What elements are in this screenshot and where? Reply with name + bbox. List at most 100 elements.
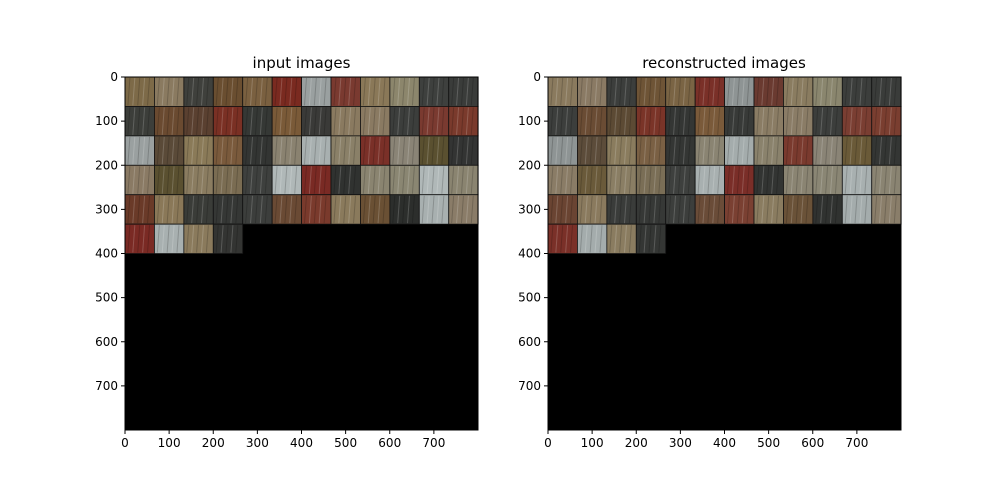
tile-texture-stripe	[397, 195, 401, 224]
tile-texture-stripe	[264, 136, 268, 165]
tile-texture	[303, 136, 327, 165]
tile-texture-stripe	[333, 77, 337, 106]
tile-texture-stripe	[834, 107, 838, 135]
image-tile	[754, 106, 784, 136]
tile-texture-stripe	[579, 195, 583, 224]
tile-texture	[156, 225, 180, 253]
tile-texture-stripe	[579, 107, 583, 135]
y-tick-label: 600	[95, 335, 118, 349]
tile-texture-stripe	[825, 136, 829, 165]
image-tile	[724, 106, 755, 136]
image-tile	[213, 224, 243, 254]
tile-texture	[815, 136, 838, 165]
tile-texture-stripe	[431, 136, 435, 165]
tile-border	[212, 223, 244, 254]
tile-texture	[303, 77, 327, 106]
tile-texture-stripe	[849, 136, 853, 165]
tile-texture-stripe	[560, 136, 564, 165]
tile-texture	[756, 77, 780, 106]
tile-texture-stripe	[156, 195, 160, 224]
tile-texture-stripe	[166, 77, 170, 106]
tile-texture-stripe	[362, 136, 366, 165]
image-tile	[812, 165, 843, 195]
tile-texture-stripe	[323, 195, 327, 224]
tile-texture-stripe	[854, 77, 858, 106]
tile-texture-stripe	[550, 77, 554, 106]
tile-texture-stripe	[565, 77, 569, 106]
tile-texture-stripe	[790, 136, 794, 165]
tile-texture-stripe	[254, 77, 258, 106]
tile-texture	[638, 77, 662, 106]
tile-texture-stripe	[235, 136, 239, 165]
image-tile	[577, 77, 607, 107]
tile-texture-stripe	[279, 77, 283, 106]
tile-texture	[333, 166, 357, 194]
tile-texture-stripe	[653, 195, 657, 224]
tile-texture-stripe	[303, 166, 307, 194]
tile-texture-stripe	[628, 136, 632, 165]
tile-texture-stripe	[426, 136, 430, 165]
tile-texture-stripe	[609, 77, 613, 106]
tile-texture-stripe	[196, 225, 200, 253]
tile-texture-stripe	[215, 225, 219, 253]
tile-texture-stripe	[436, 77, 440, 106]
image-tile	[125, 77, 155, 107]
image-tile	[783, 77, 813, 107]
x-tick-label: 600	[378, 436, 401, 450]
image-tile	[783, 165, 813, 195]
image-tile	[754, 194, 784, 225]
tile-texture-stripe	[687, 107, 691, 135]
tile-texture-stripe	[594, 166, 598, 194]
tile-texture	[874, 166, 897, 194]
tile-texture-stripe	[849, 195, 853, 224]
tile-texture-stripe	[614, 195, 618, 224]
tile-texture-stripe	[658, 195, 662, 224]
tile-texture-stripe	[200, 77, 204, 106]
tile-texture-stripe	[883, 166, 887, 194]
tile-texture	[785, 195, 809, 224]
tile-texture-stripe	[338, 195, 342, 224]
image-tile	[636, 135, 666, 166]
tile-texture-stripe	[584, 166, 588, 194]
y-tick-label: 100	[95, 114, 118, 128]
tile-texture	[609, 166, 632, 194]
tile-texture-stripe	[235, 77, 239, 106]
x-tick-label: 300	[246, 436, 269, 450]
tile-texture-stripe	[411, 107, 415, 135]
tile-texture	[362, 195, 386, 224]
y-tick-label: 700	[518, 379, 541, 393]
tile-texture-stripe	[313, 107, 317, 135]
image-tile	[665, 135, 696, 166]
tile-texture-stripe	[712, 77, 716, 106]
tile-texture-stripe	[702, 166, 706, 194]
tile-texture	[127, 107, 151, 135]
tile-texture-stripe	[555, 195, 559, 224]
tile-texture-stripe	[215, 136, 219, 165]
tile-texture-stripe	[137, 195, 141, 224]
tile-texture-stripe	[726, 107, 730, 135]
image-tile	[548, 106, 578, 136]
tile-texture	[668, 107, 691, 135]
image-tile	[301, 135, 332, 166]
tile-texture-stripe	[859, 136, 863, 165]
tile-texture	[579, 136, 603, 165]
tile-texture-stripe	[702, 195, 706, 224]
tile-texture-stripe	[677, 195, 681, 224]
tile-texture-stripe	[888, 166, 892, 194]
tile-texture-stripe	[790, 107, 794, 135]
tile-texture	[874, 107, 897, 135]
image-tile	[636, 106, 666, 136]
tile-texture-stripe	[318, 195, 322, 224]
tile-texture-stripe	[771, 136, 775, 165]
image-tile	[419, 77, 449, 107]
tile-texture-stripe	[883, 107, 887, 135]
tile-texture-stripe	[323, 107, 327, 135]
tile-texture-stripe	[392, 166, 396, 194]
image-tile	[548, 77, 578, 107]
tile-texture-stripe	[284, 166, 288, 194]
tile-texture	[815, 195, 838, 224]
tile-texture-stripe	[402, 107, 406, 135]
tile-texture-stripe	[353, 136, 357, 165]
tile-texture-stripe	[623, 166, 627, 194]
tile-texture	[156, 77, 180, 106]
